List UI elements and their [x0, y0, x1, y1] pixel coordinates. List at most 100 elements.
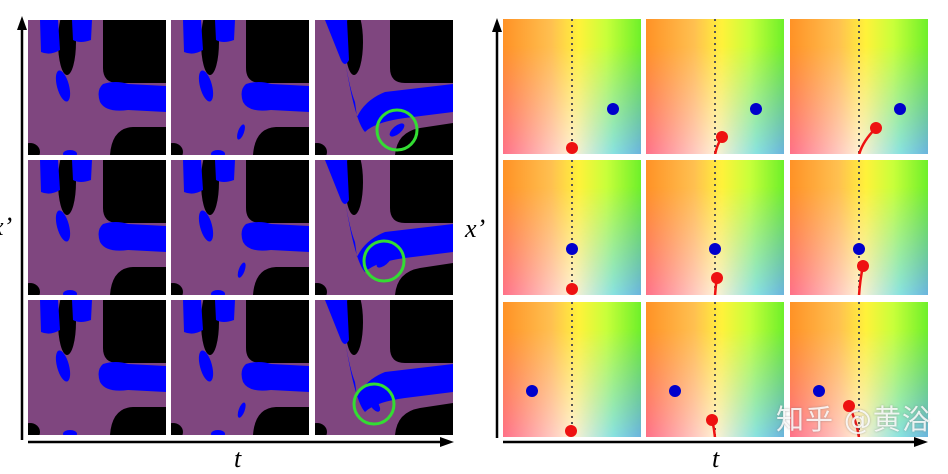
region-map-tile: [28, 300, 166, 435]
region-map-tile: [315, 300, 453, 435]
highlight-region: [183, 20, 203, 54]
highlight-region: [211, 290, 225, 295]
left-x-arrow-icon: [440, 437, 454, 447]
void-region: [315, 423, 327, 435]
void-region: [201, 300, 219, 355]
region-map-tile: [28, 160, 166, 295]
region-map: [171, 300, 309, 435]
field-plot: [813, 302, 861, 437]
void-region: [58, 20, 76, 75]
highlight-region: [63, 150, 77, 155]
target-point: [709, 243, 721, 255]
field-plot: [526, 302, 577, 437]
void-region: [28, 283, 40, 295]
region-map: [171, 160, 309, 295]
void-region: [345, 160, 363, 215]
highlight-region: [198, 70, 214, 102]
left-x-axis-label: t: [234, 444, 242, 473]
void-region: [390, 160, 453, 223]
watermark: 知乎 @黄浴: [776, 403, 931, 436]
void-region: [315, 143, 327, 155]
highlight-region: [241, 362, 309, 392]
highlight-region: [215, 160, 235, 182]
highlight-region: [237, 124, 245, 140]
void-region: [201, 160, 219, 215]
left-y-arrow-icon: [17, 16, 27, 30]
highlight-region: [72, 20, 92, 42]
target-point: [853, 243, 865, 255]
field-plot: [669, 302, 718, 437]
highlight-region: [237, 402, 246, 418]
void-region: [171, 423, 183, 435]
void-region: [103, 20, 166, 83]
field-tile: [503, 19, 641, 154]
void-region: [28, 423, 40, 435]
highlight-region: [325, 300, 349, 344]
highlight-region: [40, 160, 60, 194]
void-region: [171, 143, 183, 155]
region-map: [315, 300, 453, 435]
highlight-region: [237, 262, 246, 278]
field-tile: [503, 160, 641, 295]
highlight-region: [55, 350, 71, 382]
field-tile: [790, 302, 928, 437]
region-map-tile: [28, 20, 166, 155]
moving-point: [857, 260, 869, 272]
highlight-circle-icon: [352, 382, 396, 426]
highlight-region: [98, 82, 166, 112]
void-region: [110, 267, 166, 295]
highlight-circle-icon: [375, 108, 419, 152]
highlight-region: [63, 290, 77, 295]
void-region: [171, 283, 183, 295]
void-region: [103, 160, 166, 223]
region-map-tile: [171, 300, 309, 435]
region-map: [28, 160, 166, 295]
left-axes: [17, 16, 454, 447]
highlight-region: [98, 222, 166, 252]
void-region: [253, 407, 309, 435]
highlight-region: [345, 60, 453, 132]
field-tile: [790, 160, 928, 295]
region-map-tile: [315, 160, 453, 295]
void-region: [315, 283, 327, 295]
field-plot: [853, 160, 869, 295]
highlight-region: [376, 254, 392, 268]
highlight-region: [40, 20, 60, 54]
region-map: [315, 20, 453, 155]
field-plot: [709, 160, 723, 295]
highlight-region: [325, 20, 349, 64]
right-axes: [492, 18, 928, 447]
highlight-region: [98, 362, 166, 392]
void-region: [201, 20, 219, 75]
void-region: [246, 300, 309, 363]
moving-point: [843, 400, 855, 412]
field-plot: [566, 160, 578, 295]
region-map: [315, 160, 453, 295]
region-map: [171, 20, 309, 155]
highlight-region: [325, 160, 349, 204]
region-map-tile: [171, 20, 309, 155]
highlight-region: [183, 300, 203, 334]
moving-point: [566, 142, 578, 154]
void-region: [395, 263, 453, 295]
highlight-region: [72, 160, 92, 182]
void-region: [110, 127, 166, 155]
moving-point: [565, 425, 577, 437]
void-region: [58, 160, 76, 215]
void-region: [345, 20, 363, 75]
field-plot: [857, 19, 906, 154]
region-map: [28, 20, 166, 155]
field-plot: [566, 19, 619, 154]
highlight-region: [389, 123, 405, 137]
highlight-region: [241, 82, 309, 112]
highlight-region: [345, 200, 453, 272]
highlight-circle-icon: [362, 239, 406, 283]
void-region: [110, 407, 166, 435]
highlight-region: [215, 300, 235, 322]
moving-point: [706, 414, 718, 426]
highlight-region: [183, 160, 203, 194]
right-y-arrow-icon: [492, 18, 502, 32]
target-point: [526, 385, 538, 397]
highlight-region: [198, 210, 214, 242]
moving-point: [711, 272, 723, 284]
